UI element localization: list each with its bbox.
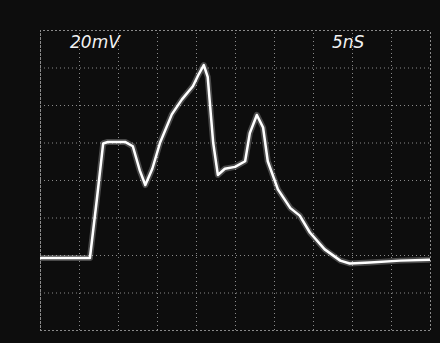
grid-line	[157, 30, 158, 330]
tick	[40, 330, 430, 331]
tick	[40, 68, 430, 69]
tick	[79, 30, 80, 330]
axis-line	[41, 31, 431, 331]
time-per-div: 5nS	[332, 32, 365, 52]
tick	[40, 218, 430, 219]
grid-line	[430, 30, 431, 330]
trace-glow	[40, 65, 430, 263]
grid-line	[40, 143, 430, 144]
x-axis	[41, 30, 431, 331]
tick	[40, 30, 430, 31]
tick	[313, 30, 314, 330]
grid-line	[118, 30, 119, 330]
tick	[40, 143, 430, 144]
tick	[391, 30, 392, 330]
tick	[40, 293, 430, 294]
grid-line	[235, 30, 236, 330]
background	[0, 0, 440, 343]
grid-line	[40, 105, 430, 106]
grid-line	[391, 30, 392, 330]
trace	[40, 65, 430, 263]
grid-line	[40, 30, 430, 31]
tick	[118, 30, 119, 330]
grid-line	[40, 68, 430, 69]
chart: 20mV 5nS	[0, 0, 440, 343]
axis-line	[41, 30, 431, 331]
tick	[430, 30, 431, 330]
grid-line	[79, 30, 80, 330]
grid-line	[40, 218, 430, 219]
volts-per-div: 20mV	[70, 32, 121, 52]
grid-line	[40, 255, 430, 256]
tick	[235, 30, 236, 330]
tick	[40, 255, 430, 256]
plot-area	[40, 65, 430, 263]
grid-line	[313, 30, 314, 330]
grid-line	[40, 293, 430, 294]
y-axis	[40, 31, 430, 331]
tick	[157, 30, 158, 330]
grid-line	[40, 330, 430, 331]
tick	[40, 105, 430, 106]
